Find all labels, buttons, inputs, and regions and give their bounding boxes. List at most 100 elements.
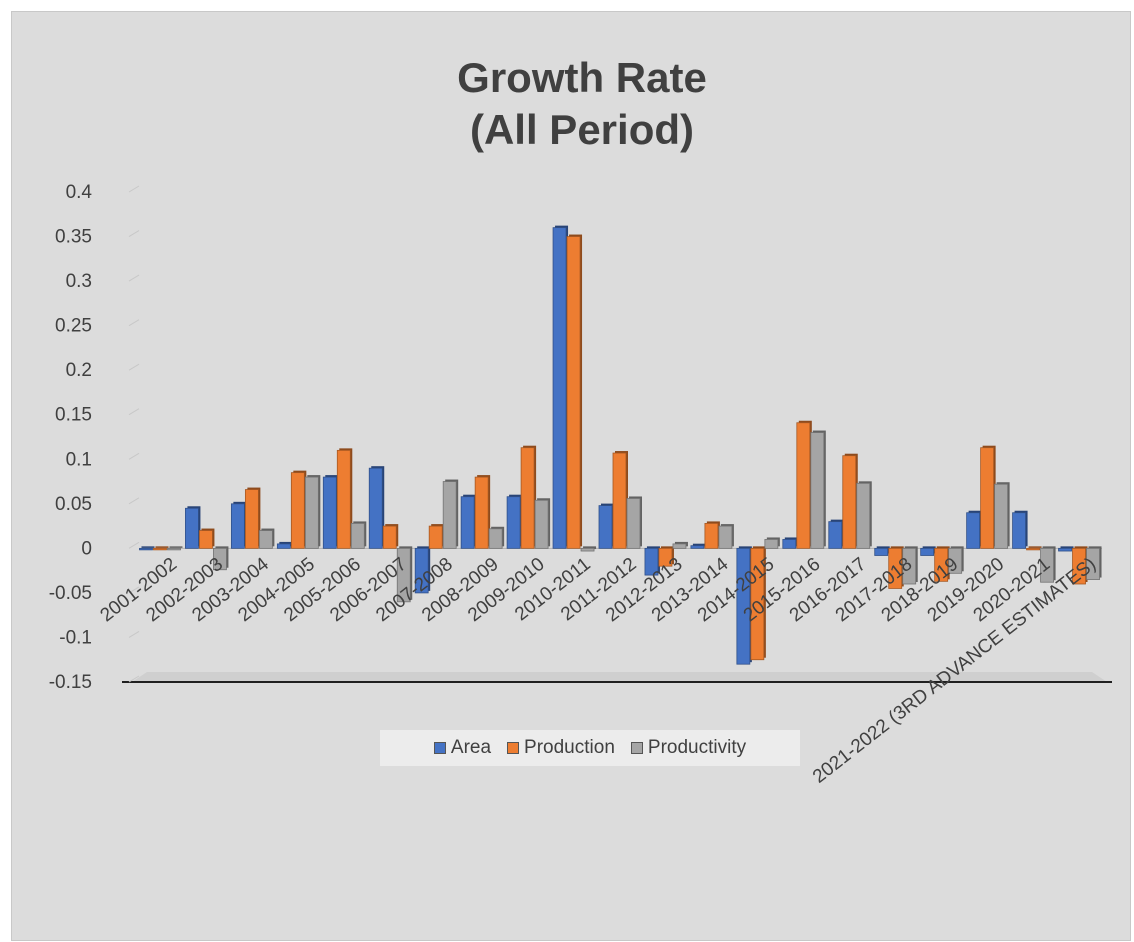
bar-area-4 [322, 476, 337, 549]
y-gridline-stub [128, 363, 140, 371]
y-tick-label: -0.05 [49, 583, 92, 604]
bar-area-13 [736, 547, 751, 665]
y-gridline-stub [128, 541, 140, 549]
legend-swatch-production [507, 742, 520, 754]
y-tick-label: -0.15 [49, 672, 92, 693]
bar-productivity-0 [167, 547, 181, 551]
legend: Area Production Productivity [380, 730, 800, 766]
y-gridline-stub [128, 274, 140, 282]
bar-production-19 [1026, 547, 1040, 551]
y-tick-label: -0.1 [59, 627, 92, 648]
bar-production-17 [934, 547, 949, 582]
bar-area-9 [552, 227, 567, 549]
legend-label-area: Area [450, 737, 492, 758]
bar-production-4 [336, 449, 351, 549]
bar-area-1 [185, 507, 199, 549]
bar-area-6 [414, 547, 429, 594]
bar-productivity-16 [902, 547, 917, 585]
legend-label-productivity: Productivity [647, 737, 747, 758]
y-tick-label: 0.3 [66, 271, 92, 292]
bar-productivity-11 [672, 543, 687, 549]
y-gridline-stub [128, 319, 140, 327]
y-gridline-stub [128, 185, 140, 193]
chart-title-line-1: Growth Rate [457, 54, 707, 101]
bar-area-18 [966, 512, 981, 549]
bar-production-12 [704, 523, 719, 549]
legend-swatch-productivity [630, 742, 643, 754]
y-tick-label: 0.35 [55, 227, 92, 248]
bar-area-3 [276, 543, 291, 549]
y-gridline-stub [128, 631, 140, 638]
bar-area-10 [598, 505, 613, 549]
y-tick-label: 0.2 [66, 360, 92, 381]
chart-title-line-2: (All Period) [470, 106, 694, 153]
bar-shadow [692, 543, 706, 547]
legend-label-production: Production [524, 737, 615, 758]
bar-productivity-4 [350, 523, 365, 549]
bar-productivity-7 [488, 528, 503, 549]
bar-shadow [141, 546, 155, 548]
bar-area-16 [874, 547, 889, 556]
bar-production-10 [612, 452, 627, 549]
bar-shadow [1028, 546, 1042, 548]
bar-productivity-3 [304, 476, 319, 549]
y-tick-label: 0.4 [66, 182, 93, 203]
bar-productivity-8 [534, 499, 549, 549]
bar-shadow [155, 546, 169, 548]
bar-productivity-19 [1040, 547, 1054, 583]
bar-productivity-9 [580, 547, 595, 552]
y-tick-label: 0.15 [55, 405, 92, 426]
y-tick-label: 0.05 [55, 494, 92, 515]
bar-area-15 [828, 521, 843, 549]
bar-productivity-10 [626, 498, 641, 549]
bar-productivity-6 [442, 481, 457, 549]
y-gridline-stub [128, 230, 140, 237]
bar-shadow [1060, 546, 1074, 550]
y-gridline-stub [128, 675, 140, 683]
bar-production-5 [382, 525, 397, 549]
bar-area-17 [920, 547, 935, 556]
floor-plane [132, 672, 1107, 682]
bar-production-13 [750, 547, 765, 661]
bar-production-11 [658, 547, 673, 567]
y-tick-label: 0 [81, 538, 92, 559]
chart-frame: Growth Rate (All Period) 0.4 0.35 0.3 0.25 0… [11, 11, 1131, 941]
y-gridline-stub [128, 408, 140, 416]
bar-area-8 [506, 496, 521, 549]
y-tick-label: 0.1 [66, 449, 92, 470]
bar-area-12 [690, 545, 705, 549]
bar-area-11 [644, 547, 659, 576]
bar-productivity-15 [856, 482, 871, 549]
legend-item-productivity: Productivity [630, 737, 747, 759]
bar-productivity-2 [258, 530, 273, 549]
chart-floor [122, 185, 1112, 683]
legend-item-area: Area [433, 737, 492, 759]
bar-productivity-18 [994, 483, 1009, 549]
bar-production-16 [888, 547, 903, 589]
bar-production-1 [199, 530, 213, 549]
growth-rate-chart: Growth Rate (All Period) 0.4 0.35 0.3 0.25 0… [49, 54, 1112, 788]
y-gridline-stub [128, 497, 140, 505]
bar-production-6 [428, 525, 443, 549]
bar-production-9 [566, 236, 581, 549]
bar-productivity-1 [213, 547, 227, 571]
bar-shadow [583, 546, 597, 550]
bar-area-2 [230, 503, 245, 549]
bar-area-20 [1058, 547, 1072, 552]
bar-production-0 [153, 547, 167, 551]
bar-production-15 [842, 455, 857, 549]
bar-productivity-17 [948, 547, 963, 574]
bar-production-20 [1072, 547, 1086, 585]
bar-production-2 [244, 489, 259, 549]
legend-item-production: Production [507, 737, 615, 759]
legend-swatch-area [433, 742, 446, 754]
bar-shadow [169, 546, 183, 548]
bar-productivity-13 [764, 539, 779, 549]
bar-productivity-14 [810, 432, 825, 549]
y-gridline-stub [128, 586, 140, 594]
bar-productivity-20 [1086, 547, 1100, 580]
y-tick-label: 0.25 [55, 316, 92, 337]
bar-area-7 [460, 496, 475, 549]
bar-area-5 [368, 467, 383, 549]
bar-production-14 [796, 422, 811, 549]
